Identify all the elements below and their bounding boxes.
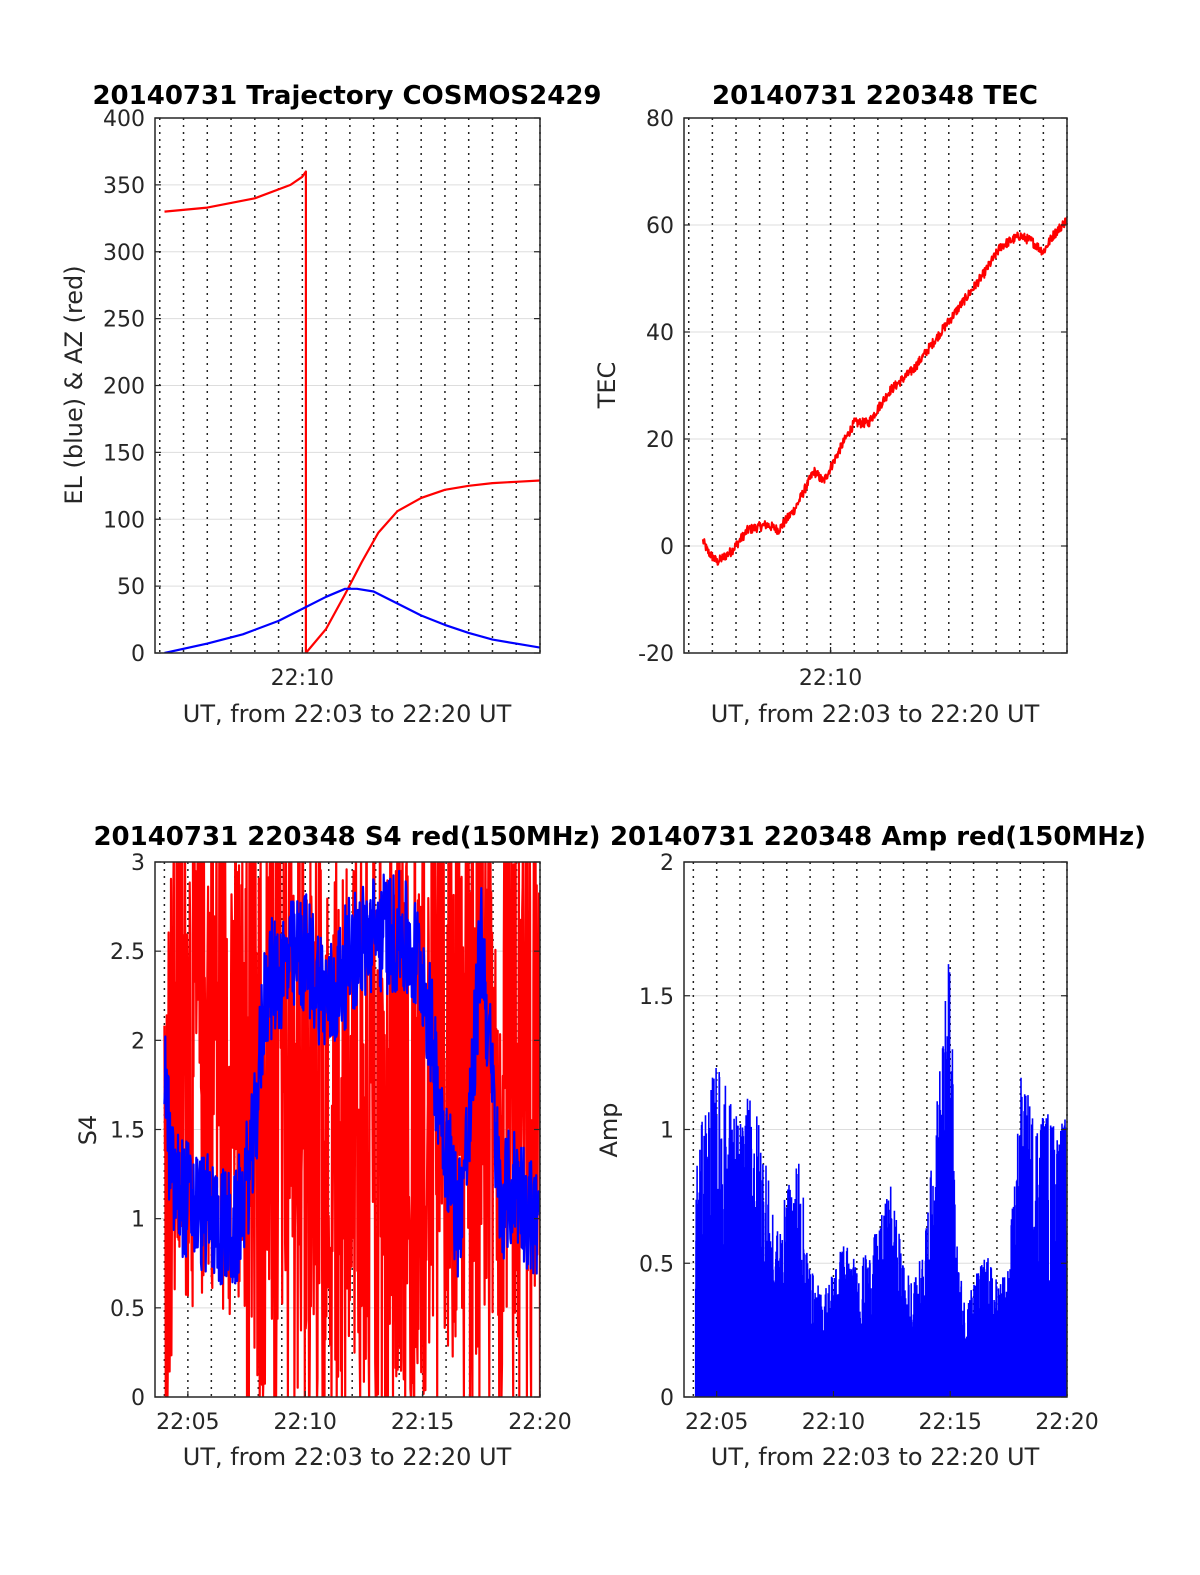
amp-ytick-label: 0.5	[639, 1252, 674, 1277]
tec-xlabel: UT, from 22:03 to 22:20 UT	[711, 700, 1040, 728]
amp-ylabel: Amp	[595, 1102, 623, 1157]
s4-xtick-label: 22:20	[508, 1410, 571, 1435]
amp-series-0	[694, 964, 1067, 1397]
tec-axes: -20 0 20 40 60 80 22:10	[638, 107, 1068, 691]
s4-title: 20140731 220348 S4 red(150MHz)	[93, 822, 600, 852]
tec-panel: 20140731 220348 TEC UT, from 22:03 to 22…	[593, 81, 1040, 728]
trajectory-ylabel: EL (blue) & AZ (red)	[60, 265, 88, 504]
amp-xtick-label: 22:20	[1035, 1410, 1098, 1435]
tec-ytick-label: 0	[660, 535, 674, 560]
trajectory-xlabel: UT, from 22:03 to 22:20 UT	[183, 700, 512, 728]
s4-ylabel: S4	[74, 1115, 102, 1146]
trajectory-ytick-label: 250	[103, 308, 145, 333]
tec-series-group	[701, 217, 1067, 566]
trajectory-ytick-label: 350	[103, 174, 145, 199]
trajectory-series-group	[164, 170, 540, 653]
trajectory-ytick-label: 150	[103, 441, 145, 466]
amp-series-group	[694, 964, 1067, 1397]
amp-xtick-label: 22:15	[919, 1410, 982, 1435]
s4-axes: 0 0.5 1 1.5 2 2.5 3 22:05 22:10 22:15 22:20	[110, 851, 572, 1435]
s4-ytick-label: 1.5	[110, 1119, 145, 1144]
amp-title: 20140731 220348 Amp red(150MHz)	[610, 822, 1146, 852]
amp-panel: 20140731 220348 Amp red(150MHz) UT, from…	[595, 822, 1146, 1471]
tec-title: 20140731 220348 TEC	[712, 81, 1038, 111]
s4-ytick-label: 0	[131, 1386, 145, 1411]
tec-ylabel: TEC	[593, 362, 621, 410]
amp-xtick-label: 22:10	[802, 1410, 865, 1435]
s4-ytick-label: 2	[131, 1029, 145, 1054]
amp-xlabel: UT, from 22:03 to 22:20 UT	[711, 1443, 1040, 1471]
s4-xtick-label: 22:15	[391, 1410, 454, 1435]
tec-ytick-label: 80	[646, 107, 674, 132]
s4-ytick-label: 1	[131, 1208, 145, 1233]
s4-series-1	[163, 869, 540, 1286]
tec-ytick-label: 40	[646, 321, 674, 346]
s4-ytick-label: 3	[131, 851, 145, 876]
tec-ytick-label: -20	[638, 642, 674, 667]
s4-xtick-label: 22:05	[156, 1410, 219, 1435]
trajectory-series-0	[164, 170, 540, 653]
trajectory-ytick-label: 0	[131, 642, 145, 667]
trajectory-xtick-label: 22:10	[271, 666, 334, 691]
trajectory-title: 20140731 Trajectory COSMOS2429	[92, 81, 601, 111]
trajectory-ytick-label: 100	[103, 508, 145, 533]
trajectory-ytick-label: 50	[117, 575, 145, 600]
s4-xtick-label: 22:10	[274, 1410, 337, 1435]
amp-ytick-label: 0	[660, 1386, 674, 1411]
s4-series-group	[163, 862, 540, 1397]
tec-xtick-label: 22:10	[799, 666, 862, 691]
s4-ytick-label: 2.5	[110, 940, 145, 965]
s4-xlabel: UT, from 22:03 to 22:20 UT	[183, 1443, 512, 1471]
trajectory-axes: 0 50 100 150 200 250 300 350 400 22:10	[103, 107, 541, 691]
tec-ytick-label: 20	[646, 428, 674, 453]
amp-ytick-label: 1	[660, 1119, 674, 1144]
amp-ytick-label: 2	[660, 851, 674, 876]
tec-ytick-label: 60	[646, 214, 674, 239]
amp-ytick-label: 1.5	[639, 985, 674, 1010]
amp-xtick-label: 22:05	[685, 1410, 748, 1435]
s4-ytick-label: 0.5	[110, 1297, 145, 1322]
trajectory-ytick-label: 200	[103, 375, 145, 400]
s4-panel: 20140731 220348 S4 red(150MHz) UT, from …	[74, 822, 601, 1471]
amp-axes: 0 0.5 1 1.5 2 22:05 22:10 22:15 22:20	[639, 851, 1099, 1435]
trajectory-ytick-label: 300	[103, 241, 145, 266]
trajectory-ytick-label: 400	[103, 107, 145, 132]
tec-axes-box	[683, 117, 1068, 654]
trajectory-panel: 20140731 Trajectory COSMOS2429 UT, from …	[60, 81, 602, 728]
tec-series-0	[701, 217, 1067, 566]
trajectory-series-1	[164, 587, 540, 653]
